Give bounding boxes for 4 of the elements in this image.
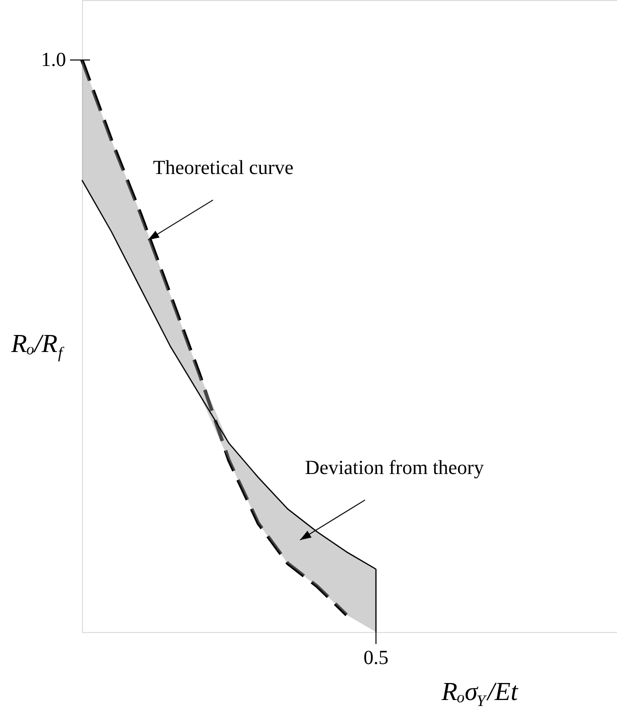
annotation: Deviation from theory [305,457,484,479]
annotation: Theoretical curve [153,157,294,179]
text: 1.0 [41,49,66,72]
text: 0.5 [363,647,388,669]
